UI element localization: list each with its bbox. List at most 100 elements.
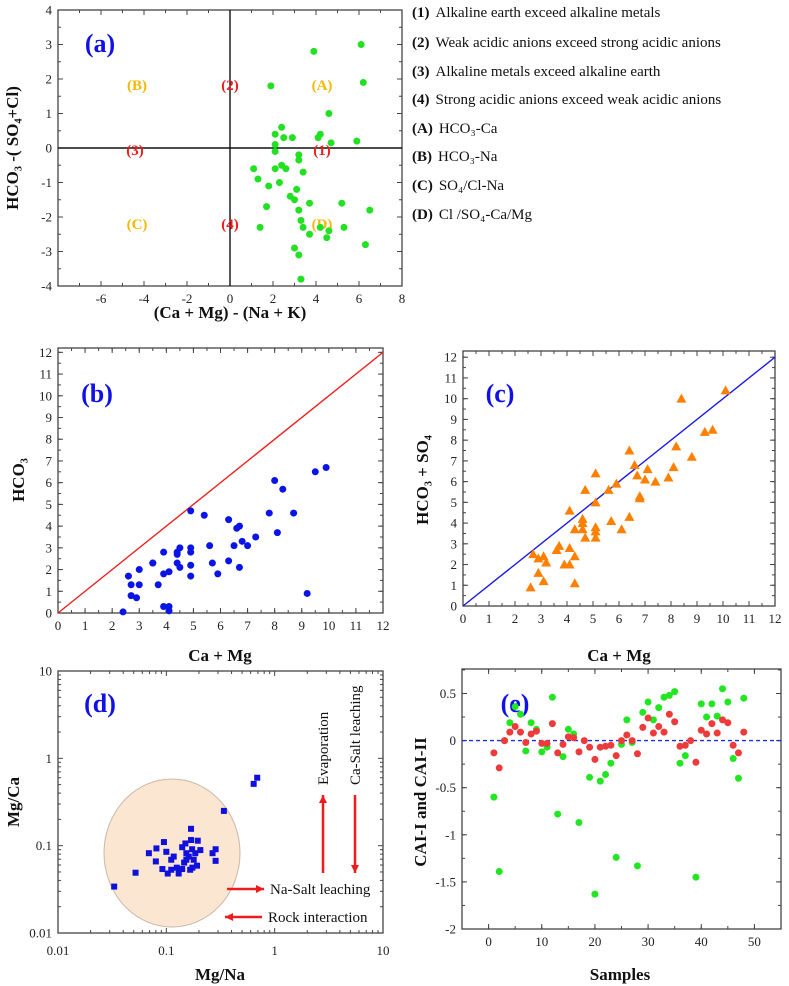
data-point: [212, 846, 219, 853]
data-point: [366, 206, 374, 214]
data-point: [624, 445, 635, 455]
data-point: [291, 244, 298, 252]
legend-key: (B): [412, 149, 432, 165]
data-point: [616, 524, 627, 534]
data-point-cai-i: [697, 700, 705, 708]
data-point: [606, 516, 617, 525]
data-point: [327, 139, 335, 147]
data-point: [182, 840, 189, 847]
data-point: [220, 807, 227, 814]
data-point: [629, 460, 640, 470]
panel-label: (a): [85, 29, 115, 58]
panel-a-chadha-plot: -6 -4 -2 0 2 4 6 8 -4 -3 -2 -1 0 1 2 3 4 (Ca + Mg) - (Na …: [3, 3, 721, 323]
y-tick-label: 7: [46, 453, 53, 468]
data-point-cai-i: [564, 725, 572, 733]
y-tick-label: 3: [46, 37, 53, 52]
data-point: [528, 549, 539, 559]
data-point-cai-ii: [639, 723, 647, 731]
y-tick-label: 1: [451, 578, 458, 593]
x-tick-label: 4: [564, 611, 571, 626]
data-point: [340, 223, 348, 231]
data-point: [233, 524, 241, 532]
data-point-cai-ii: [655, 722, 663, 730]
y-tick-label: 8: [46, 432, 53, 447]
data-point-cai-ii: [527, 730, 535, 738]
x-axis-title: Samples: [590, 965, 651, 984]
data-point: [176, 563, 184, 571]
na-salt-leaching-arrow-icon-head: [256, 885, 264, 893]
data-point-cai-i: [719, 685, 727, 693]
y-tick-label: 10: [444, 391, 457, 406]
data-point: [525, 582, 536, 592]
x-tick-label: -6: [96, 291, 107, 306]
data-point: [164, 870, 171, 877]
data-point: [250, 780, 257, 787]
data-point: [225, 516, 233, 524]
data-point-cai-i: [612, 853, 620, 861]
x-tick-label: 5: [190, 618, 197, 633]
data-point-cai-i: [692, 873, 700, 881]
x-tick-label: 3: [136, 618, 143, 633]
legend-key: (3): [412, 64, 430, 80]
x-tick-label: 8: [399, 291, 406, 306]
data-point: [295, 206, 303, 214]
data-point: [173, 550, 181, 558]
y-tick-label: -1: [41, 175, 52, 190]
data-point-cai-i: [676, 759, 684, 767]
data-point: [316, 130, 324, 138]
legend-item: (D) Cl /SO₄-Ca/Mg: [412, 207, 532, 223]
data-point: [127, 581, 135, 589]
data-point: [212, 857, 219, 864]
legend-text: SO₄/Cl-Na: [439, 178, 505, 194]
data-point-cai-ii: [681, 741, 689, 749]
data-point: [135, 581, 143, 589]
x-tick-label: 8: [271, 618, 278, 633]
data-point-cai-i: [644, 698, 652, 706]
y-tick-label: -1.5: [435, 874, 456, 889]
y-axis-title: Mg/Ca: [4, 776, 23, 827]
data-point-cai-i: [516, 710, 524, 718]
data-point-cai-ii: [660, 728, 668, 736]
x-tick-label: 2: [270, 291, 277, 306]
data-point-cai-i: [740, 694, 748, 702]
y-tick-label: 0: [451, 599, 458, 614]
data-point: [187, 572, 195, 580]
data-point-cai-i: [559, 753, 567, 761]
data-point: [720, 385, 731, 395]
data-point: [624, 511, 635, 521]
legend-text: HCO₃-Ca: [439, 121, 498, 137]
data-point: [256, 223, 264, 231]
data-point-cai-ii: [532, 727, 540, 735]
data-point: [640, 474, 650, 484]
quadrant-label: (3): [126, 143, 144, 159]
data-point-cai-i: [734, 774, 742, 782]
data-point: [295, 156, 303, 164]
data-point-cai-ii: [570, 734, 578, 742]
data-point: [225, 557, 233, 565]
legend-text: Strong acidic anions exceed weak acidic …: [436, 92, 722, 108]
data-point: [634, 493, 645, 503]
y-tick-label: 4: [46, 3, 53, 18]
data-point-cai-i: [490, 793, 498, 801]
data-point: [303, 589, 311, 597]
y-tick-label: 5: [451, 495, 458, 510]
x-tick-label: 50: [748, 934, 761, 949]
data-point: [275, 179, 283, 186]
x-tick-label: 4: [163, 618, 170, 633]
data-point-cai-ii: [724, 719, 732, 727]
panel-e-cai-indices: 0 10 20 30 40 50 0.5 0 -0.5 -1 -1.5 -2 Samples CAI-I …: [411, 668, 782, 984]
data-point: [295, 251, 303, 259]
x-tick-label: 10: [717, 611, 730, 626]
x-tick-label: 8: [668, 611, 675, 626]
y-tick-label: 3: [451, 536, 458, 551]
data-point-cai-ii: [633, 750, 641, 758]
data-point-cai-ii: [495, 764, 503, 772]
data-point: [187, 866, 194, 873]
data-point: [590, 468, 601, 478]
data-point: [306, 199, 314, 207]
data-point-cai-ii: [628, 737, 636, 745]
data-point-cai-ii: [586, 743, 594, 751]
ca-salt-leaching-arrow-icon-head: [351, 865, 359, 873]
legend-key: (D): [412, 207, 433, 223]
